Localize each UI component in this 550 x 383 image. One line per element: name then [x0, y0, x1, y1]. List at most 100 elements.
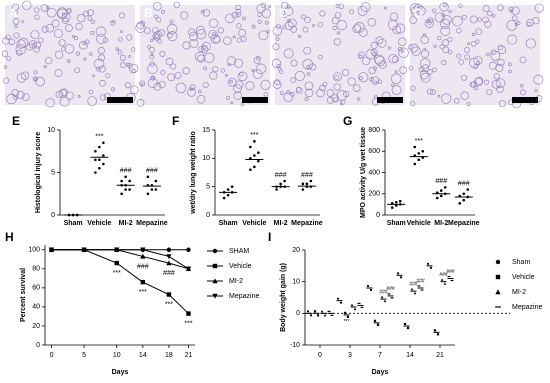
tissue-texture	[239, 72, 244, 77]
tissue-texture	[456, 27, 462, 34]
panel-letter: B	[144, 6, 153, 20]
tissue-texture	[447, 49, 453, 55]
tissue-texture	[388, 53, 398, 64]
data-point	[120, 192, 123, 196]
tissue-texture	[89, 52, 93, 56]
tissue-texture	[3, 65, 8, 69]
tissue-texture	[497, 58, 505, 67]
tissue-texture	[251, 24, 256, 29]
tissue-texture	[508, 69, 512, 74]
data-point	[94, 149, 97, 153]
tissue-texture	[418, 66, 425, 73]
tissue-texture	[150, 75, 156, 81]
tissue-texture	[167, 73, 176, 82]
tissue-texture	[72, 35, 76, 38]
tissue-texture	[375, 55, 386, 67]
tissue-texture	[439, 18, 451, 29]
tissue-texture	[506, 20, 518, 31]
x-tick-label: Mepazine	[448, 220, 480, 227]
legend-label: Vehicle	[229, 263, 252, 270]
annotation: ***	[415, 138, 423, 145]
annotation: ###	[120, 168, 132, 175]
legend-label: Mepazine	[229, 293, 259, 300]
x-tick-label: Mepazine	[291, 220, 323, 227]
x-tick-label: 18	[165, 352, 173, 359]
marker	[212, 263, 218, 269]
tissue-texture	[198, 89, 202, 94]
x-tick-label: MI-2	[274, 220, 288, 227]
tissue-texture	[156, 17, 162, 23]
y-tick-label: 60	[32, 285, 40, 292]
tissue-texture	[440, 93, 452, 104]
marker	[166, 254, 172, 260]
tissue-texture	[46, 7, 57, 18]
tissue-texture	[281, 1, 289, 10]
tissue-texture	[525, 38, 536, 49]
tissue-texture	[469, 15, 478, 24]
panel-letter: I	[268, 230, 271, 244]
tissue-texture	[491, 13, 496, 18]
marker	[436, 333, 440, 336]
annotation: ***	[250, 132, 258, 139]
tissue-texture	[268, 4, 272, 8]
tissue-texture	[189, 31, 199, 41]
data-point	[413, 162, 417, 166]
tissue-texture	[92, 74, 96, 78]
tissue-texture	[287, 18, 291, 23]
tissue-texture	[6, 56, 12, 62]
tissue-texture	[304, 97, 309, 102]
tissue-texture	[93, 58, 105, 70]
tissue-texture	[429, 89, 436, 95]
data-point	[98, 158, 101, 162]
tissue-texture	[14, 24, 19, 28]
tissue-texture	[369, 77, 374, 82]
tissue-texture	[394, 70, 398, 73]
tissue-texture	[235, 4, 241, 11]
tissue-texture	[466, 102, 471, 106]
y-tick-label: 20	[292, 247, 300, 254]
data-point	[301, 188, 305, 191]
tissue-texture	[290, 59, 298, 67]
annotation: ***	[139, 289, 147, 296]
x-tick-label: MI-2	[119, 220, 133, 227]
tissue-texture	[15, 44, 26, 55]
tissue-texture	[159, 50, 166, 57]
tissue-texture	[475, 28, 483, 35]
tissue-texture	[312, 24, 315, 27]
tissue-texture	[298, 34, 302, 38]
tissue-texture	[319, 10, 326, 17]
data-point	[128, 188, 131, 191]
tissue-texture	[22, 0, 32, 11]
tissue-texture	[220, 68, 225, 73]
tissue-texture	[229, 79, 233, 84]
panel-letter: D	[414, 6, 423, 20]
tissue-texture	[198, 46, 204, 52]
tissue-texture	[128, 54, 132, 58]
tissue-texture	[223, 36, 232, 46]
tissue-texture	[352, 84, 361, 92]
marker	[410, 287, 414, 291]
tissue-texture	[332, 72, 342, 82]
tissue-texture	[160, 69, 166, 75]
tissue-texture	[236, 37, 242, 43]
y-tick-label: 200	[368, 191, 380, 198]
tissue-texture	[18, 37, 29, 48]
tissue-texture	[398, 37, 407, 46]
tissue-texture	[356, 97, 361, 101]
tissue-texture	[35, 76, 45, 87]
tissue-texture	[391, 55, 399, 63]
tissue-texture	[422, 33, 427, 37]
tissue-texture	[77, 94, 81, 98]
tissue-texture	[482, 5, 490, 13]
legend-label: Mepazine	[512, 304, 542, 311]
annotation: ***	[165, 301, 173, 308]
y-axis-title: MPO activity U/g wet tissue	[360, 127, 367, 218]
tissue-texture	[76, 14, 86, 23]
tissue-texture	[58, 39, 66, 47]
tissue-texture	[33, 7, 40, 13]
marker	[350, 303, 354, 307]
tissue-texture	[456, 53, 462, 59]
tissue-texture	[242, 16, 246, 21]
tissue-texture	[258, 30, 269, 41]
y-tick-label: -10	[290, 342, 300, 349]
